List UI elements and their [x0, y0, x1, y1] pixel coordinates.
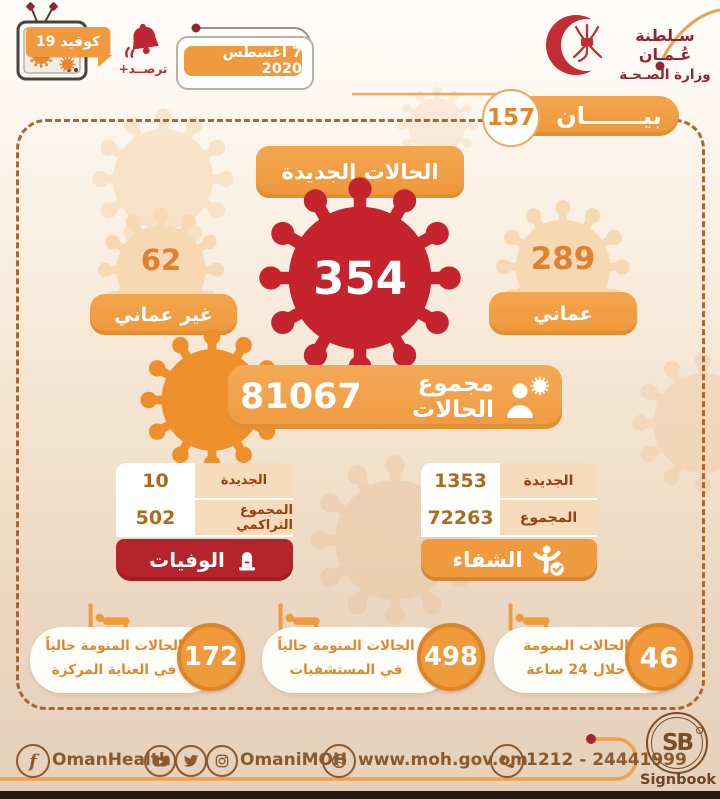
moh-crescent-emblem: [546, 15, 611, 75]
bulletin-label: بيـــــــان: [556, 102, 662, 130]
date-pill: 7 أغسطس 2020: [184, 45, 302, 77]
phone-number[interactable]: 1212 - 24441999: [526, 750, 687, 770]
ministry-name-line1: سـلطنة عُـمـان: [635, 26, 695, 64]
facebook-handle[interactable]: OmanHealth: [52, 750, 172, 770]
website-globe-icon[interactable]: [322, 744, 356, 778]
deaths-total-value: 502: [116, 500, 195, 537]
tarassud-label: ترصــد+: [118, 62, 168, 76]
youtube-icon[interactable]: [144, 745, 176, 777]
facebook-glyph: f: [29, 750, 37, 772]
card-hospitals-line2: في المستشفيات: [289, 661, 403, 678]
signbook-logo[interactable]: SB: [646, 712, 708, 774]
signbook-label: Signbook: [640, 772, 717, 788]
recovery-total-value: 72263: [421, 500, 500, 537]
phone-icon[interactable]: [490, 744, 524, 778]
non-omani-label: غير عماني: [114, 303, 213, 326]
bottom-bar: [0, 791, 720, 799]
total-cases-value: 81067: [240, 377, 362, 417]
card-24h-line2: خلال 24 ساعة: [526, 661, 626, 678]
omani-pill: عماني: [489, 292, 637, 335]
card-icu-count: 172: [183, 642, 239, 672]
deaths-table: 10 الجديدة 502 المجموع التراكمي الوفيات: [116, 463, 293, 581]
dashed-content-border: [16, 119, 705, 710]
recovery-new-label: الجديدة: [500, 463, 597, 500]
recovered-person-icon: [533, 545, 564, 576]
bubble-tail: [98, 55, 112, 67]
facebook-icon[interactable]: f: [16, 744, 50, 778]
website-url[interactable]: www.moh.gov.om: [358, 750, 528, 770]
total-cases-label: مجموع الحالات: [412, 371, 494, 423]
bulletin-number: 157: [486, 105, 535, 131]
recovery-bar: الشفاء: [421, 539, 597, 581]
recovery-new-value: 1353: [421, 463, 500, 500]
covid19-bubble: كوفيد 19: [26, 27, 110, 57]
social-handle[interactable]: OmaniMOH: [240, 750, 348, 770]
instagram-icon[interactable]: [206, 745, 238, 777]
bulletin-pill: بيـــــــان 157: [482, 89, 679, 147]
signbook-degree-mark: [696, 727, 703, 734]
card-hospitals-count: 498: [423, 642, 479, 672]
recovery-title: الشفاء: [452, 548, 523, 572]
card-icu-line2: في العناية المركزة: [51, 661, 177, 678]
deaths-title: الوفيات: [149, 548, 225, 572]
card-hospitals-line1: الحالات المنومة حالياً: [277, 638, 415, 654]
deaths-new-value: 10: [116, 463, 195, 500]
tombstone-icon: [238, 552, 255, 571]
twitter-icon[interactable]: [175, 745, 207, 777]
non-omani-count: 62: [140, 243, 182, 277]
covid19-label: كوفيد 19: [35, 34, 101, 50]
date-label: 7 أغسطس 2020: [222, 45, 302, 77]
non-omani-pill: غير عماني: [90, 294, 237, 335]
card-icu-count-circle: 172: [177, 623, 245, 691]
bulletin-number-circle: 157: [482, 89, 540, 147]
tv-covid-icon: كوفيد 19: [14, 0, 126, 96]
tarassud-group: ترصــد+: [112, 22, 174, 82]
deaths-new-label: الجديدة: [195, 463, 293, 500]
recovery-table: 1353 الجديدة 72263 المجموع الشفاء: [421, 463, 597, 581]
omani-count: 289: [530, 241, 596, 277]
omani-label: عماني: [533, 302, 593, 325]
new-cases-total: 354: [313, 251, 407, 305]
moh-logo: سـلطنة عُـمـان وزارة الصـحـة: [545, 8, 717, 102]
total-cases-banner: مجموع الحالات 81067: [228, 365, 562, 429]
deaths-total-label: المجموع التراكمي: [195, 500, 293, 537]
card-24h-count-circle: 46: [625, 623, 693, 691]
date-box: 7 أغسطس 2020: [176, 36, 314, 90]
deaths-bar: الوفيات: [116, 539, 293, 581]
signbook-initials: SB: [661, 730, 694, 756]
person-virus-icon: [507, 376, 550, 418]
card-hospitals-count-circle: 498: [417, 623, 485, 691]
card-icu-line1: الحالات المنومة حالياً: [45, 638, 183, 654]
recovery-total-label: المجموع: [500, 500, 597, 537]
card-24h-count: 46: [639, 640, 679, 674]
card-24h-line1: الحالات المنومة: [523, 638, 629, 654]
ministry-name-line2: وزارة الصـحـة: [619, 67, 711, 83]
bell-icon: [125, 23, 159, 58]
card-hospitals: الحالات المنومة حالياً في المستشفيات: [262, 627, 452, 693]
